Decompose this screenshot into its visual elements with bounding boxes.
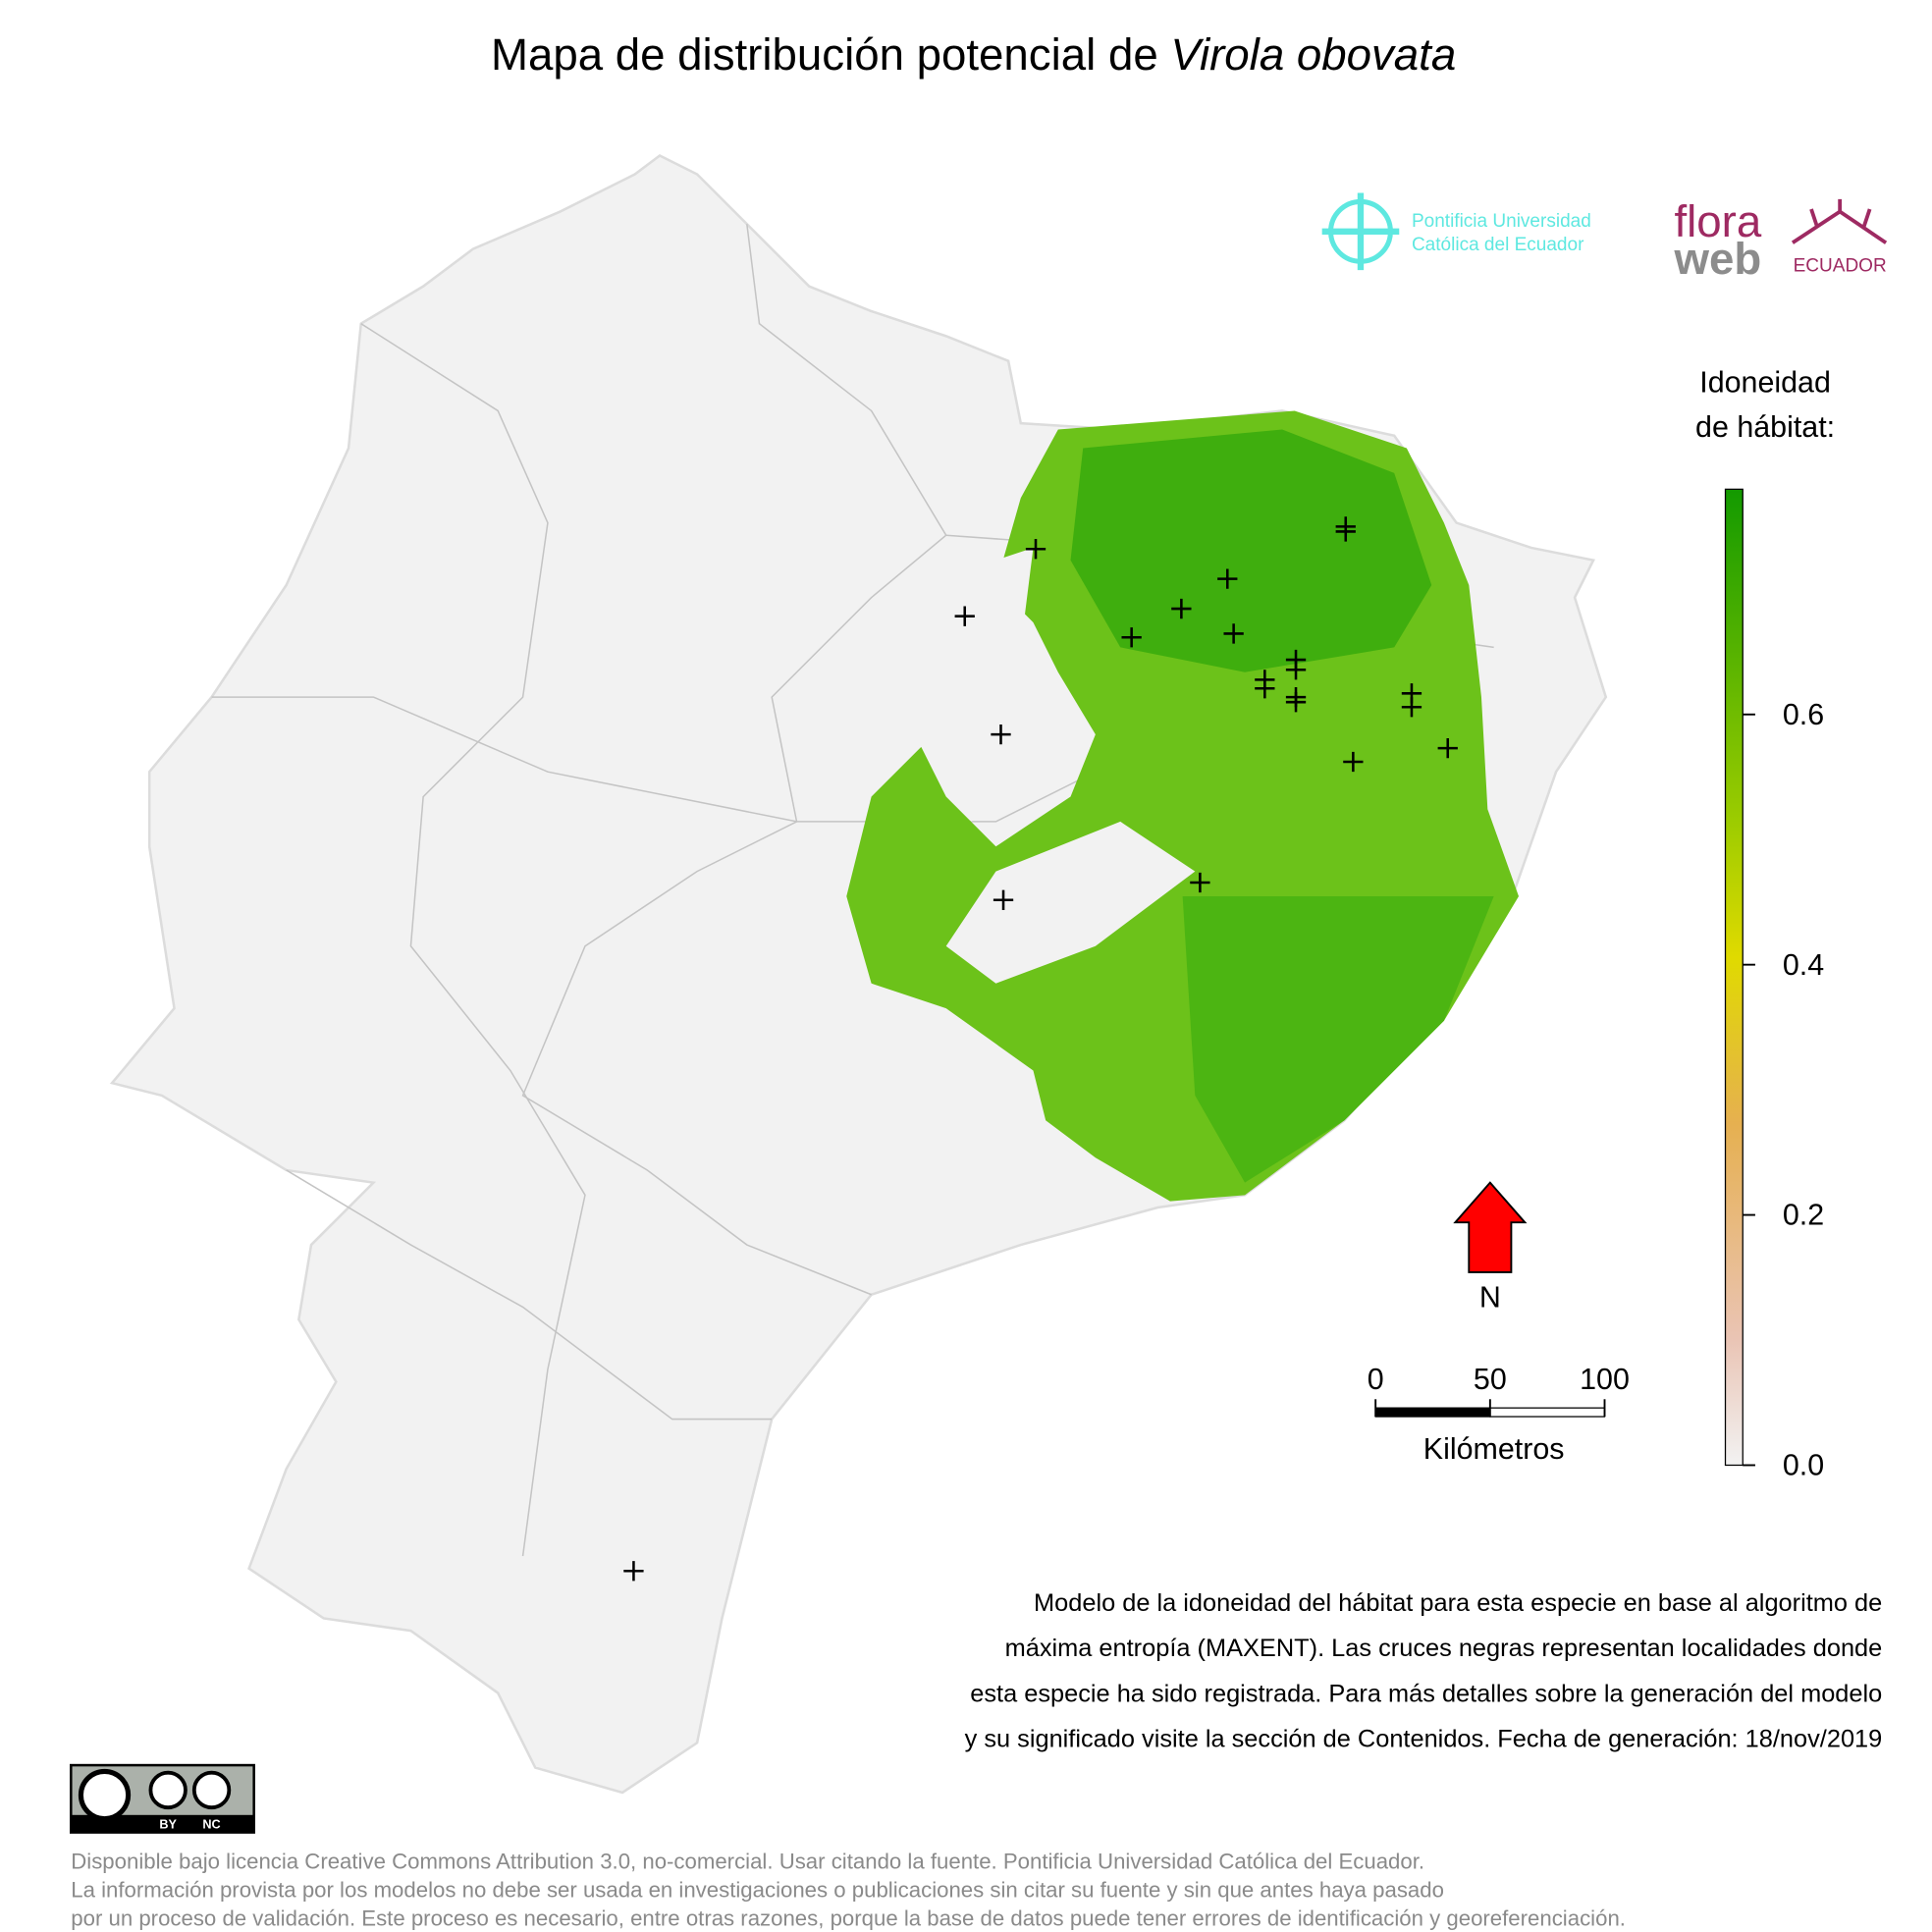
occurrence-cross [1335,521,1356,542]
license-badge: BY NC [70,1763,255,1834]
occurrence-cross [1285,692,1307,713]
occurrence-cross [991,724,1011,745]
logo-text: ECUADOR [1794,255,1887,276]
occurrence-cross [1343,751,1364,773]
description-line: y su significado visite la sección de Co… [965,1726,1883,1753]
occurrence-cross [1171,598,1192,619]
scale-segment [1489,1407,1606,1418]
license-line: por un proceso de validación. Este proce… [71,1906,1626,1931]
province-borders [211,224,1494,1557]
badge-cc [78,1768,132,1822]
legend-title: Idoneidad [1699,365,1831,399]
legend-title: de hábitat: [1695,410,1835,444]
north-label: N [1479,1280,1501,1314]
occurrence-cross [1217,568,1238,589]
scale-tick-label: 100 [1580,1363,1630,1396]
badge-label: NC [202,1818,220,1832]
occurrence-cross [1025,539,1046,560]
unsuitable-gap [945,821,1196,984]
north-arrow [1453,1181,1528,1273]
logo-tree [1791,198,1888,244]
occurrence-cross [954,606,975,626]
badge-label: BY [159,1818,177,1832]
title: Mapa de distribución potencial de Virola… [491,29,1456,80]
unsuitable-gap [958,547,1034,822]
description-line: Modelo de la idoneidad del hábitat para … [1034,1589,1882,1617]
colorbar-tick-label: 0.0 [1783,1449,1824,1482]
scale-segment [1374,1407,1491,1418]
logo-icon [1321,192,1400,271]
high-suitability-area [1070,429,1432,672]
high-suitability-area [1182,895,1494,1183]
logo-flora: flora [1675,196,1762,246]
occurrence-cross [993,889,1014,910]
occurrence-cross [1437,737,1458,759]
scale-tick-label: 50 [1474,1363,1507,1396]
occurrence-cross [1223,623,1244,644]
province-border [286,1169,773,1421]
province-border [360,323,586,1557]
badge-strip [71,1814,254,1833]
occurrence-cross [1121,627,1142,648]
logo-puce [1321,192,1400,271]
colorbar-tick-label: 0.6 [1783,698,1824,731]
title-text: Mapa de distribución potencial de [491,29,1170,80]
license-line: Disponible bajo licencia Creative Common… [71,1849,1424,1873]
description-line: máxima entropía (MAXENT). Las cruces neg… [1005,1635,1883,1662]
logo-text: Pontificia Universidad [1412,211,1591,232]
occurrence-cross [1190,872,1210,893]
license-line: La información provista por los modelos … [71,1877,1444,1902]
description-line: esta especie ha sido registrada. Para má… [970,1680,1882,1707]
occurrence-cross [1401,697,1422,718]
occurrence-cross [1285,660,1307,680]
occurrence-cross [623,1561,644,1582]
badge-by [148,1770,188,1810]
occurrence-records [623,516,1458,1582]
colorbar-tick-label: 0.4 [1783,948,1824,982]
title-species: Virola obovata [1170,29,1456,80]
scale-unit: Kilómetros [1423,1432,1565,1466]
colorbar-tick-label: 0.2 [1783,1199,1824,1232]
logo-text: Católica del Ecuador [1412,235,1584,255]
logo-web: web [1674,234,1762,284]
province-border [211,696,1121,823]
colorbar [1724,488,1744,1467]
occurrence-cross [1255,678,1275,699]
badge-nc [191,1770,232,1810]
scale-tick-label: 0 [1368,1363,1384,1396]
